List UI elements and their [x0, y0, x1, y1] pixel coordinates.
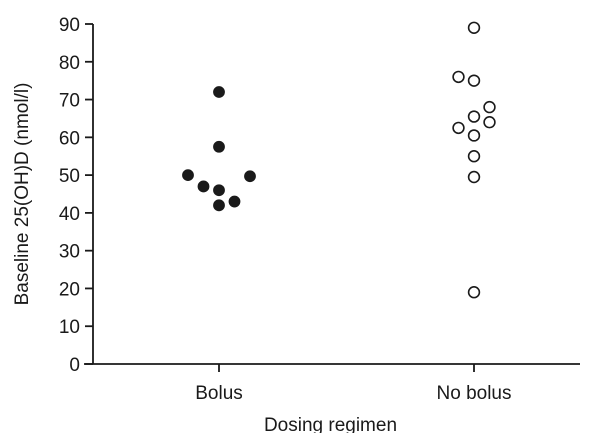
x-tick-label: No bolus	[437, 383, 512, 404]
y-axis-label: Baseline 25(OH)D (nmol/l)	[12, 83, 33, 306]
data-points	[182, 21, 496, 299]
no-bolus-data-point	[483, 116, 496, 129]
no-bolus-data-point	[452, 70, 465, 84]
y-tick-label: 30	[59, 242, 80, 263]
no-bolus-data-point	[467, 170, 481, 184]
no-bolus-data-point	[467, 286, 481, 299]
bolus-data-point	[228, 195, 241, 208]
x-tick-label: Bolus	[195, 383, 243, 404]
bolus-data-point	[244, 170, 256, 183]
y-tick-label: 60	[59, 128, 80, 149]
y-ticks: 0 10 20 30 40 50 60 70 80 90	[59, 15, 93, 376]
y-tick-label: 80	[59, 53, 80, 74]
y-tick-label: 0	[69, 355, 80, 376]
axes	[84, 24, 580, 365]
no-bolus-data-point	[467, 21, 481, 34]
y-tick-label: 10	[59, 317, 80, 338]
y-tick-label: 20	[59, 279, 80, 300]
no-bolus-data-point	[452, 121, 465, 135]
bolus-data-point	[197, 180, 210, 193]
x-axis-label: Dosing regimen	[264, 415, 397, 433]
no-bolus-data-point	[467, 74, 481, 87]
bolus-data-point	[213, 199, 225, 212]
no-bolus-data-point	[483, 100, 496, 114]
no-bolus-data-point	[467, 110, 481, 123]
no-bolus-data-point	[467, 129, 481, 142]
y-tick-label: 90	[59, 15, 80, 36]
x-ticks: Bolus No bolus	[195, 364, 512, 404]
bolus-data-point	[213, 184, 225, 197]
y-tick-label: 50	[59, 166, 80, 187]
bolus-data-point	[213, 86, 225, 98]
y-tick-label: 70	[59, 91, 80, 112]
bolus-data-point	[213, 140, 225, 153]
no-bolus-data-point	[467, 150, 481, 163]
y-tick-label: 40	[59, 204, 80, 225]
bolus-data-point	[182, 169, 194, 182]
